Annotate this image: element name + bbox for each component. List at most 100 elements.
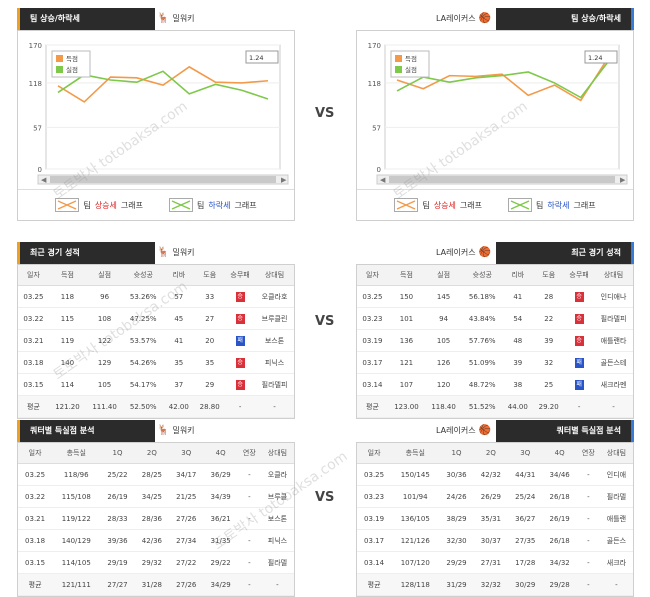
right-recent-header: LA레이커스 🏀 최근 경기 성적	[356, 242, 634, 264]
table-cell: 121/126	[391, 529, 440, 552]
right-recent-box: 일자 득점 실점 슛성공 리바 도움 승무패 상대팀 03.25 150 145 56.18% 41 2…	[356, 264, 634, 419]
column-header: 3Q	[169, 443, 204, 464]
table-cell: 24/26	[439, 485, 474, 508]
column-header: 2Q	[473, 443, 509, 464]
table-cell: 34/25	[134, 485, 170, 508]
left-recent-header: 최근 경기 성적 🦌 밀워키	[17, 242, 295, 264]
column-header: 일자	[18, 265, 49, 286]
table-cell: 118.40	[425, 395, 463, 418]
table-cell: 26/29	[473, 485, 509, 508]
right-trend-header: LA레이커스 🏀 팀 상승/하락세	[356, 8, 634, 30]
table-cell: 26/19	[542, 507, 577, 530]
quarter-title: 쿼터별 득실점 분석	[17, 420, 155, 442]
table-cell: 123.00	[387, 395, 426, 418]
table-cell: 03.15	[18, 373, 49, 396]
table-cell: 119	[48, 329, 87, 352]
right-team-label-3: LA레이커스 🏀	[436, 420, 494, 442]
table-cell: 29/28	[542, 573, 577, 596]
table-cell: 승	[225, 373, 256, 396]
table-cell: 25/22	[100, 463, 135, 486]
table-cell: 39	[533, 329, 565, 352]
table-cell: 51.09%	[462, 351, 503, 374]
table-row: 03.25 150 145 56.18% 41 28 승 인디애나	[357, 285, 633, 308]
table-cell: 30/29	[508, 573, 543, 596]
table-cell: 03.19	[357, 329, 388, 352]
table-cell: 필라델	[599, 485, 633, 508]
down-suffix: 그래프	[573, 200, 596, 210]
table-cell: 인디애나	[594, 285, 633, 308]
table-cell: 29/29	[439, 551, 474, 574]
table-cell: -	[576, 529, 600, 552]
scroll-right-icon: ▶	[620, 176, 626, 184]
up-prefix: 팀	[83, 200, 91, 210]
table-cell: 111.40	[86, 395, 124, 418]
table-cell: 03.15	[18, 551, 53, 574]
down-graph-button[interactable]: 팀 하락세 그래프	[169, 198, 257, 212]
table-row: 03.18 140/129 39/36 42/36 27/34 31/35- 피닉스	[18, 529, 294, 552]
result-badge: 승	[235, 379, 245, 390]
down-word: 하락세	[208, 200, 231, 210]
column-header: 일자	[357, 443, 392, 464]
table-cell: 57.76%	[462, 329, 503, 352]
table-cell: 34/46	[542, 463, 577, 486]
up-graph-button-right[interactable]: 팀 상승세 그래프	[394, 198, 482, 212]
table-cell: 126	[425, 351, 463, 374]
up-suffix: 그래프	[120, 200, 143, 210]
table-cell: 47.25%	[123, 307, 164, 330]
table-cell: 30/37	[473, 529, 509, 552]
table-cell: 21/25	[169, 485, 204, 508]
scrollbar-thumb	[50, 176, 276, 183]
tooltip-box	[245, 50, 279, 64]
table-cell: 36/29	[203, 463, 238, 486]
right-team-label: LA레이커스 🏀	[436, 8, 494, 30]
right-quarter-table: 일자 총득실 1Q 2Q 3Q 4Q 연장 상대팀 03.25 150/145 30/36 42/3…	[357, 443, 633, 596]
down-prefix: 팀	[536, 200, 544, 210]
result-badge: 승	[574, 335, 584, 346]
left-quarter-header: 쿼터별 득실점 분석 🦌 밀워키	[17, 420, 295, 442]
table-cell: 28	[533, 285, 565, 308]
table-cell: 54.17%	[123, 373, 164, 396]
up-graph-button[interactable]: 팀 상승세 그래프	[55, 198, 143, 212]
table-cell: 필라델피	[255, 373, 294, 396]
column-header: 1Q	[100, 443, 135, 464]
table-row: 03.21 119 122 53.57% 41 20 패 보스톤	[18, 329, 294, 352]
right-trend-panel: LA레이커스 🏀 팀 상승/하락세 0 57 118 170 득점 실점 1.24 ◀ ▶ 팀 상…	[356, 8, 634, 221]
up-trend-icon	[55, 198, 80, 212]
table-cell: 32/30	[439, 529, 474, 552]
table-cell: 115	[48, 307, 87, 330]
table-cell: 121	[387, 351, 426, 374]
series-line-score	[57, 65, 269, 103]
table-row: 03.23 101/94 24/26 26/29 25/24 26/18- 필라델	[357, 485, 633, 508]
table-cell: -	[237, 529, 261, 552]
down-graph-button-right[interactable]: 팀 하락세 그래프	[508, 198, 596, 212]
table-cell: 03.18	[18, 529, 53, 552]
column-header: 도움	[194, 265, 226, 286]
table-cell: 28/33	[100, 507, 135, 530]
table-cell: -	[225, 395, 256, 418]
column-header: 총득실	[52, 443, 101, 464]
table-cell: 101/94	[391, 485, 440, 508]
table-row: 03.25 118 96 53.26% 57 33 승 오클라호	[18, 285, 294, 308]
table-cell: 34/39	[203, 485, 238, 508]
table-cell: 03.17	[357, 529, 392, 552]
table-cell: 128/118	[391, 573, 440, 596]
column-header: 승무패	[225, 265, 256, 286]
table-cell: 105	[86, 373, 124, 396]
table-cell: 136/105	[391, 507, 440, 530]
table-cell: 애틀랜	[599, 507, 633, 530]
bucks-logo-icon: 🦌	[157, 13, 170, 24]
table-cell: 골든스테	[594, 351, 633, 374]
table-row: 03.23 101 94 43.84% 54 22 승 필라델피	[357, 307, 633, 330]
table-cell: 피닉스	[255, 351, 294, 374]
table-cell: 29/19	[100, 551, 135, 574]
column-header: 상대팀	[255, 265, 294, 286]
result-badge: 승	[574, 313, 584, 324]
column-header: 연장	[576, 443, 600, 464]
right-quarter-header: LA레이커스 🏀 쿼터별 득실점 분석	[356, 420, 634, 442]
table-cell: -	[237, 573, 261, 596]
table-row: 03.19 136/105 38/29 35/31 36/27 26/19- 애틀랜	[357, 507, 633, 530]
series-line-score	[396, 59, 608, 102]
table-cell: 31/28	[134, 573, 170, 596]
table-cell: 52.50%	[123, 395, 164, 418]
